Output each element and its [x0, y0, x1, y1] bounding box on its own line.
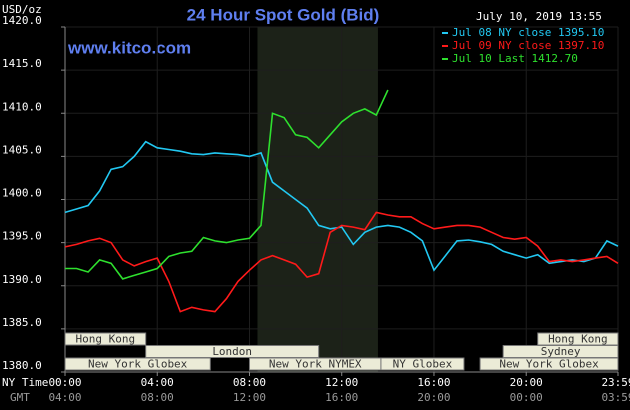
series-line: [64, 140, 619, 272]
session-label: London: [212, 345, 252, 358]
session-label: New York Globex: [88, 358, 188, 371]
x2-tick-label: 03:59: [601, 391, 630, 404]
y-axis-label: USD/oz: [2, 3, 42, 16]
x2-tick-label: 16:00: [325, 391, 358, 404]
session-label: NY Globex: [393, 358, 453, 371]
session-label: Hong Kong: [548, 333, 608, 346]
legend-label: Jul 10 Last 1412.70: [452, 52, 578, 65]
x2-axis-label: GMT: [10, 391, 30, 404]
y-tick-label: 1395.0: [2, 230, 42, 243]
chart-title: 24 Hour Spot Gold (Bid): [187, 5, 380, 24]
x-tick-label: 04:00: [141, 376, 174, 389]
x2-tick-label: 08:00: [141, 391, 174, 404]
x2-tick-label: 04:00: [48, 391, 81, 404]
session-bar: [380, 357, 465, 371]
session-label: Hong Kong: [76, 333, 136, 346]
legend-label: Jul 09 NY close 1397.10: [452, 39, 604, 52]
x2-tick-label: 00:00: [510, 391, 543, 404]
x2-tick-label: 20:00: [417, 391, 450, 404]
y-tick-label: 1420.0: [2, 14, 42, 27]
session-bar: [479, 357, 619, 371]
y-tick-label: 1380.0: [2, 359, 42, 372]
series-line: [64, 211, 619, 313]
y-tick-label: 1405.0: [2, 143, 42, 156]
session-label: Sydney: [541, 345, 581, 358]
timestamp: July 10, 2019 13:55: [476, 10, 602, 23]
y-tick-label: 1410.0: [2, 100, 42, 113]
x-tick-label: 08:00: [233, 376, 266, 389]
x2-tick-label: 12:00: [233, 391, 266, 404]
x-tick-label: 12:00: [325, 376, 358, 389]
y-tick-label: 1400.0: [2, 187, 42, 200]
legend-label: Jul 08 NY close 1395.10: [452, 26, 604, 39]
session-bar: [64, 357, 211, 371]
session-bar: [64, 332, 147, 346]
session-bar: [145, 345, 320, 358]
x-axis-label: NY Time: [2, 376, 48, 389]
y-tick-label: 1415.0: [2, 57, 42, 70]
y-tick-label: 1385.0: [2, 316, 42, 329]
session-label: New York Globex: [499, 358, 599, 371]
y-tick-label: 1390.0: [2, 273, 42, 286]
x-tick-label: 00:00: [48, 376, 81, 389]
x-tick-label: 16:00: [417, 376, 450, 389]
x-tick-label: 20:00: [510, 376, 543, 389]
x-tick-label: 23:59: [601, 376, 630, 389]
series-line: [65, 89, 389, 280]
session-label: New York NYMEX: [269, 358, 362, 371]
source: www.kitco.com: [67, 38, 191, 57]
